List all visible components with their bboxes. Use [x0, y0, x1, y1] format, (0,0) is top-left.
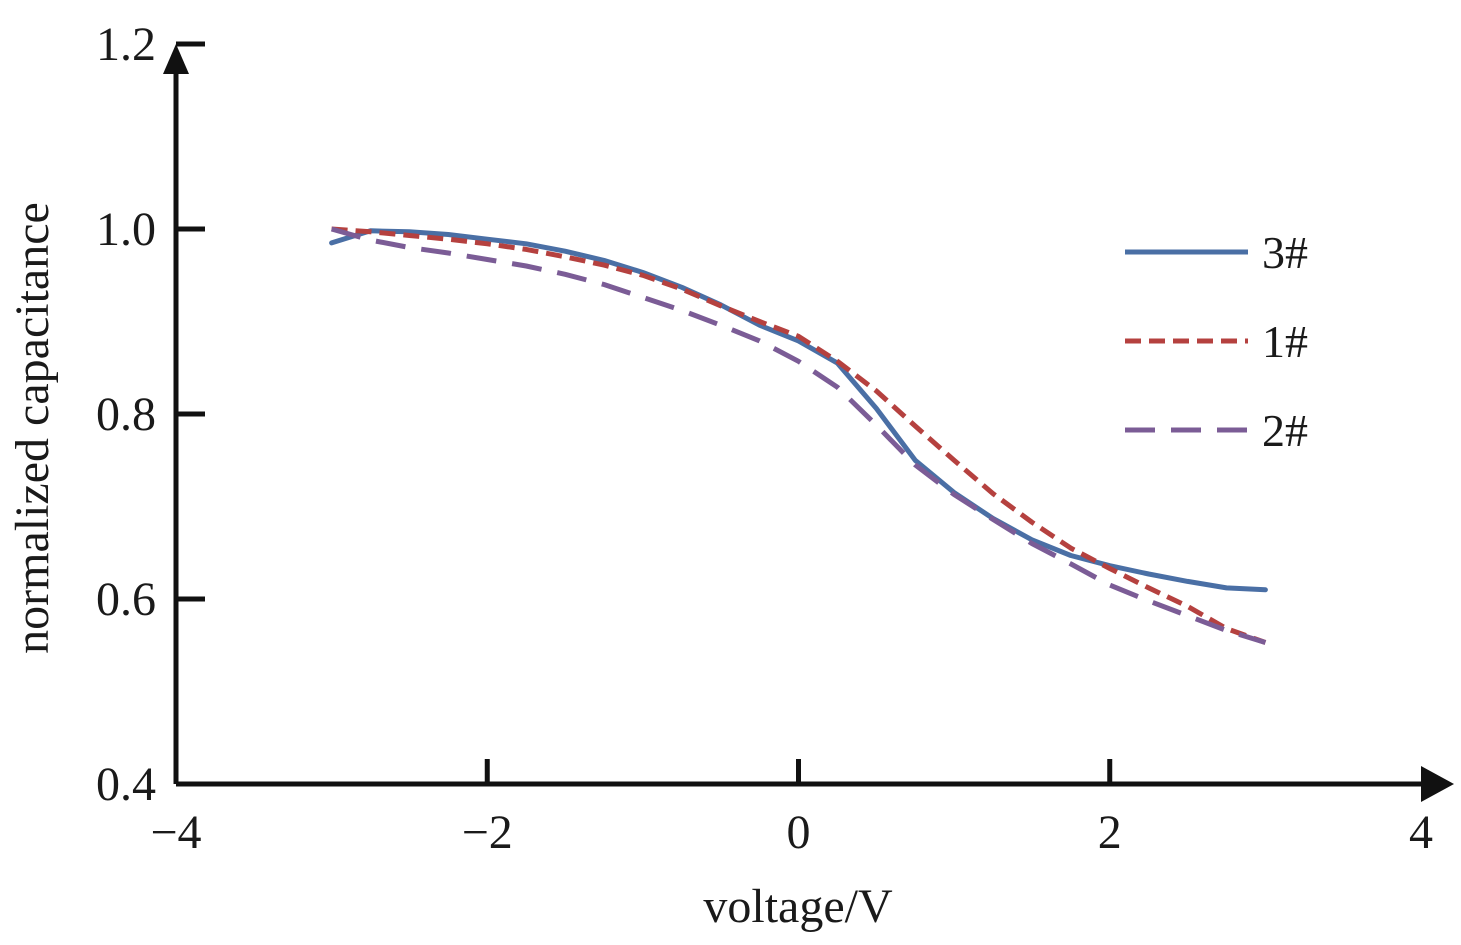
x-tick-label: 4 — [1409, 806, 1433, 859]
y-tick-label: 1.2 — [96, 18, 156, 71]
series-line-2 — [331, 226, 1267, 645]
legend: 3# 1# 2# — [1125, 227, 1308, 456]
series-line-1 — [329, 228, 1268, 593]
x-axis-arrow — [1421, 766, 1454, 802]
y-axis-arrow — [163, 44, 189, 74]
x-tick-label: 2 — [1098, 806, 1122, 859]
x-ticks: −4 −2 0 2 4 — [150, 759, 1433, 859]
y-ticks: 0.4 0.6 0.8 1.0 1.2 — [96, 18, 205, 811]
series-layer — [329, 226, 1268, 645]
series-line-3 — [330, 226, 1267, 645]
x-tick-label: −2 — [462, 806, 513, 859]
legend-label-1: 3# — [1262, 227, 1308, 278]
legend-label-2: 1# — [1262, 316, 1308, 367]
y-tick-label: 1.0 — [96, 203, 156, 256]
y-tick-label: 0.4 — [96, 758, 156, 811]
y-axis-label: normalized capacitance — [6, 202, 59, 654]
legend-label-3: 2# — [1262, 405, 1308, 456]
y-tick-label: 0.8 — [96, 388, 156, 441]
x-tick-label: 0 — [787, 806, 811, 859]
x-tick-label: −4 — [150, 806, 201, 859]
x-axis-label: voltage/V — [703, 880, 893, 933]
axes — [163, 44, 1454, 802]
y-tick-label: 0.6 — [96, 573, 156, 626]
